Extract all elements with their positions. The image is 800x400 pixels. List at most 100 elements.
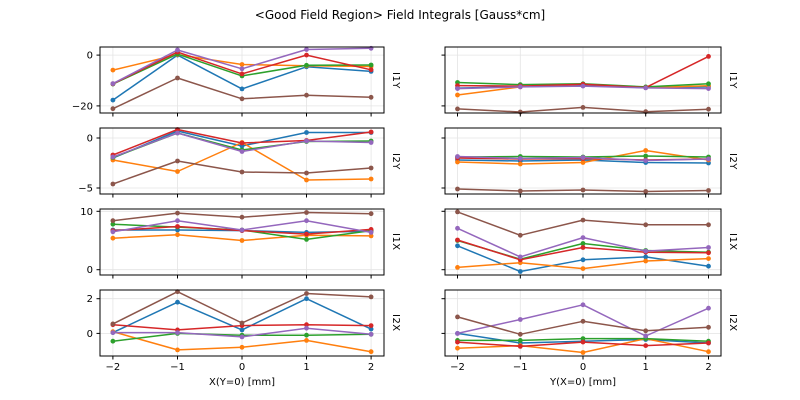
series-blue-marker [175,299,180,305]
series-red-marker [304,322,309,328]
series-green-marker [643,153,649,159]
series-purple-marker [517,84,523,90]
svg-text:2: 2 [705,362,711,373]
series-brown-marker [304,291,309,296]
series-purple-marker [517,254,523,260]
series-purple-marker [239,334,245,340]
row-label-i2x-right: I2X [727,314,738,332]
row-label-i2x-left: I2X [390,314,401,332]
svg-text:0: 0 [87,51,93,62]
series-green-marker [304,62,309,68]
series-orange-marker [455,345,460,351]
series-purple-marker [706,156,711,162]
chart-canvas: −20 0 [72,45,385,117]
svg-text:−5: −5 [78,184,93,195]
series-red-marker [239,71,245,77]
series-orange-marker [368,233,374,239]
svg-text:0: 0 [87,134,93,145]
chart-canvas [441,208,722,279]
series-orange-marker [304,177,309,183]
series-red-marker [580,245,586,250]
series-brown-marker [517,188,523,194]
series-red-marker [368,129,374,135]
series-purple-marker [304,325,309,331]
subplot-i1y-vs-y [441,46,722,117]
row-label-i1y-right: I1Y [727,71,738,89]
series-green-marker [706,81,711,87]
series-orange-marker [517,161,523,167]
series-orange-marker [455,159,460,165]
row-label-i2y-right: I2Y [727,152,738,170]
series-blue-marker [368,326,374,332]
chart-canvas: −2 −1 0 1 2 0 2 [87,289,385,373]
svg-text:0: 0 [87,265,93,276]
series-green-marker [110,221,116,227]
subplot-i2x-vs-x: −2 −1 0 1 2 0 2 [87,289,385,373]
series-blue-marker [455,243,460,249]
series-purple-marker [239,66,245,72]
series-brown-marker [368,211,374,217]
series-orange-marker [175,232,180,238]
chart-title: <Good Field Region> Field Integrals [Gau… [254,8,546,22]
series-orange-marker [643,148,649,153]
series-red-marker [304,231,309,237]
series-orange-marker [455,265,460,270]
series-purple-marker [580,155,586,160]
series-orange-marker [580,266,586,271]
chart-canvas: −5 0 [78,127,385,198]
series-purple-marker [368,140,374,145]
series-purple-marker [110,154,116,160]
series-red-marker [643,343,649,348]
series-brown-marker [175,210,180,216]
series-brown-marker [368,94,374,100]
series-brown-marker [110,106,116,112]
series-red-marker [368,323,374,328]
series-brown-marker [643,328,649,334]
series-purple-marker [175,130,180,136]
series-red-marker [455,237,460,243]
series-orange-marker [455,92,460,98]
series-brown-marker [239,320,245,326]
series-orange-marker [304,338,309,343]
subplot-i1y-vs-x: −20 0 [72,45,385,117]
svg-text:−2: −2 [106,362,121,373]
series-green-marker [304,237,309,242]
series-brown-marker [706,188,711,193]
series-red-marker [706,340,711,346]
series-purple-marker [643,333,649,339]
series-blue-marker [239,327,245,333]
series-brown-marker [580,105,586,110]
series-brown-marker [455,209,460,215]
series-brown-marker [304,210,309,215]
series-purple-marker [643,248,649,254]
series-brown-marker [580,217,586,223]
series-brown-marker [175,158,180,164]
series-purple-marker [110,81,116,86]
series-brown-marker [239,96,245,102]
series-purple-marker [455,86,460,91]
series-orange-marker [580,350,586,355]
series-brown-marker [580,318,586,324]
series-green-marker [580,336,586,341]
series-brown-marker [368,294,374,300]
series-brown-marker [239,169,245,175]
series-purple-marker [368,331,374,337]
series-blue-marker [304,296,309,302]
svg-text:1: 1 [303,362,309,373]
svg-text:−1: −1 [170,362,185,373]
subplot-i1x-vs-x: 0 10 [80,207,385,279]
series-orange-marker [110,235,116,241]
series-orange-marker [706,349,711,355]
series-brown-marker [368,165,374,171]
series-orange-marker [110,67,116,73]
series-brown-marker [304,92,309,98]
svg-text:10: 10 [80,207,93,218]
svg-text:1: 1 [643,362,649,373]
series-orange-marker [239,62,245,67]
series-red-marker [455,339,460,345]
series-blue-marker [239,86,245,92]
series-brown-marker [517,331,523,337]
series-purple-marker [110,330,116,335]
series-purple-marker [706,245,711,250]
series-brown-marker [455,106,460,112]
